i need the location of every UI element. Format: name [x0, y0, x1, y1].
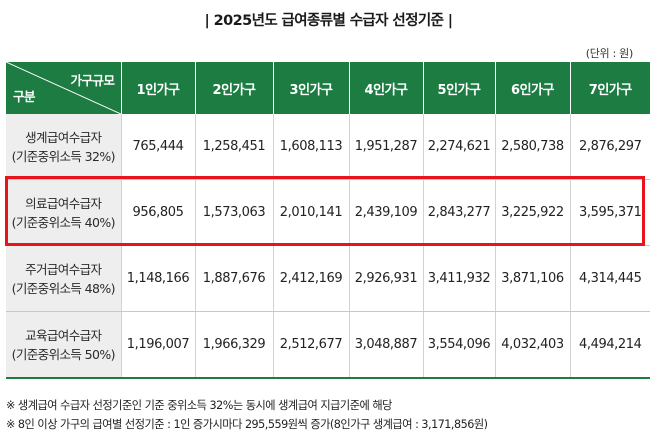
column-header: 7인가구	[569, 62, 650, 114]
row-criteria: (기준중위소득 50%)	[11, 346, 116, 362]
table-cell: 2,926,931	[348, 245, 423, 312]
row-name: 교육급여수급자	[25, 327, 102, 343]
unit-label: (단위 : 원)	[585, 47, 634, 60]
table-cell: 1,573,063	[194, 179, 273, 246]
row-name: 생계급여수급자	[25, 129, 102, 145]
table-cell: 1,258,451	[194, 114, 273, 180]
row-header: 의료급여수급자 (기준중위소득 40%)	[6, 179, 121, 246]
highlight-box	[5, 176, 645, 246]
table-cell: 3,871,106	[494, 245, 570, 312]
table-cell: 1,966,329	[194, 311, 273, 379]
row-header: 생계급여수급자 (기준중위소득 32%)	[6, 114, 121, 180]
table-cell: 3,411,932	[422, 245, 495, 312]
table-cell: 2,439,109	[348, 179, 423, 246]
benefit-criteria-table: 가구규모 구분 1인가구 2인가구 3인가구 4인가구 5인가구 6인가구 7인…	[6, 62, 650, 379]
table-cell: 2,274,621	[422, 114, 495, 180]
table-cell: 1,951,287	[348, 114, 423, 180]
header-row: 가구규모 구분 1인가구 2인가구 3인가구 4인가구 5인가구 6인가구 7인…	[6, 62, 650, 114]
table-cell: 3,048,887	[348, 311, 423, 379]
table-cell: 2,876,297	[569, 114, 650, 180]
table-cell: 2,412,169	[272, 245, 349, 312]
table-cell: 2,843,277	[422, 179, 495, 246]
column-header: 4인가구	[348, 62, 423, 114]
table-cell: 956,805	[120, 179, 195, 246]
category-label: 구분	[13, 89, 36, 104]
table-cell: 2,512,677	[272, 311, 349, 379]
column-header: 5인가구	[422, 62, 495, 114]
household-size-label: 가구규모	[70, 73, 115, 88]
column-header: 1인가구	[120, 62, 195, 114]
corner-header-cell: 가구규모 구분	[6, 62, 121, 114]
table-cell: 4,032,403	[494, 311, 570, 379]
table-cell: 4,494,214	[569, 311, 650, 379]
table-cell: 2,010,141	[272, 179, 349, 246]
footnote: ※ 8인 이상 가구의 급여별 선정기준 : 1인 증가시마다 295,559원…	[6, 418, 488, 431]
table-cell: 1,196,007	[120, 311, 195, 379]
row-name: 주거급여수급자	[25, 261, 102, 277]
table-row: 생계급여수급자 (기준중위소득 32%) 765,444 1,258,451 1…	[6, 114, 650, 180]
table-cell: 1,148,166	[120, 245, 195, 312]
row-criteria: (기준중위소득 40%)	[11, 214, 116, 230]
row-name: 의료급여수급자	[25, 195, 102, 211]
table-cell: 4,314,445	[569, 245, 650, 312]
table-cell: 3,554,096	[422, 311, 495, 379]
table-cell: 1,887,676	[194, 245, 273, 312]
column-header: 3인가구	[272, 62, 349, 114]
footnotes: ※ 생계급여 수급자 선정기준인 기준 중위소득 32%는 동시에 생계급여 지…	[6, 396, 488, 434]
row-header: 교육급여수급자 (기준중위소득 50%)	[6, 311, 121, 379]
table-cell: 3,595,371	[569, 179, 650, 246]
table-cell: 3,225,922	[494, 179, 570, 246]
footnote: ※ 생계급여 수급자 선정기준인 기준 중위소득 32%는 동시에 생계급여 지…	[6, 399, 392, 412]
row-header: 주거급여수급자 (기준중위소득 48%)	[6, 245, 121, 312]
page-title: | 2025년도 급여종류별 수급자 선정기준 |	[204, 13, 454, 29]
column-header: 6인가구	[494, 62, 570, 114]
table-row: 주거급여수급자 (기준중위소득 48%) 1,148,166 1,887,676…	[6, 245, 650, 312]
table-cell: 1,608,113	[272, 114, 349, 180]
table-cell: 2,580,738	[494, 114, 570, 180]
diagonal-divider	[6, 62, 121, 114]
table-cell: 765,444	[120, 114, 195, 180]
row-criteria: (기준중위소득 48%)	[11, 280, 116, 296]
table-row: 의료급여수급자 (기준중위소득 40%) 956,805 1,573,063 2…	[6, 179, 650, 246]
column-header: 2인가구	[194, 62, 273, 114]
row-criteria: (기준중위소득 32%)	[11, 148, 116, 164]
table-row: 교육급여수급자 (기준중위소득 50%) 1,196,007 1,966,329…	[6, 311, 650, 379]
